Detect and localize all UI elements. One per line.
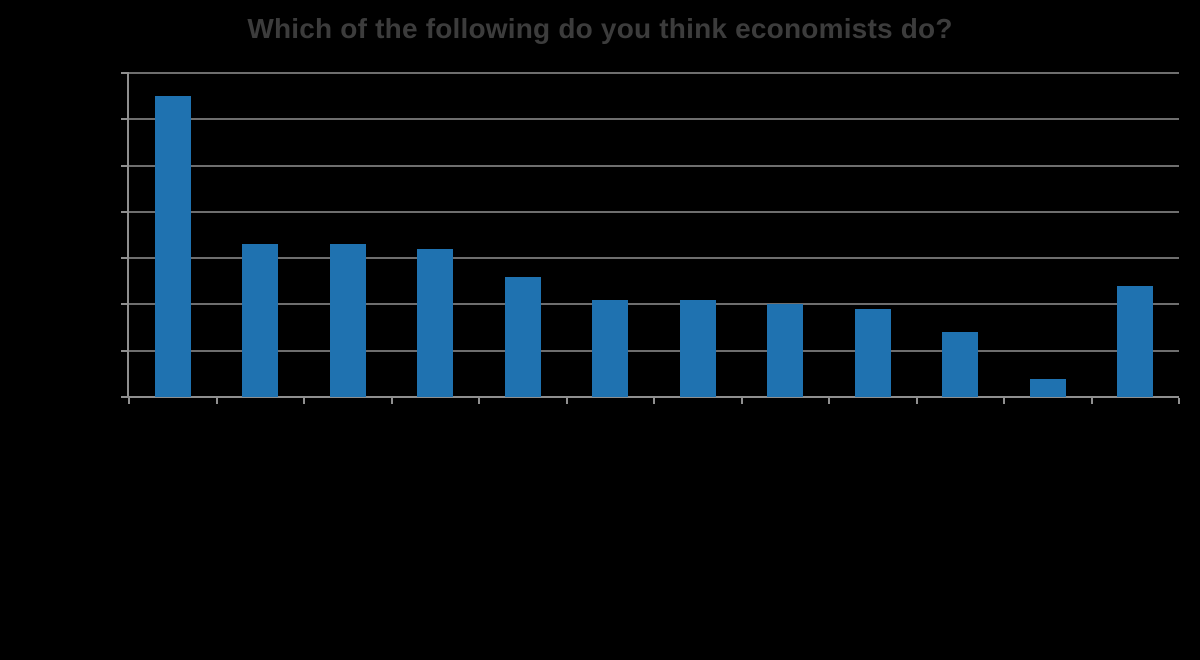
x-axis-tick <box>215 398 218 404</box>
x-axis-tick <box>390 398 393 404</box>
bar <box>417 248 454 397</box>
bar <box>242 244 279 397</box>
x-axis-tick <box>303 398 305 404</box>
x-axis-tick <box>915 398 918 404</box>
x-axis-tick <box>478 398 480 404</box>
x-axis-tick <box>1003 398 1005 404</box>
bar <box>329 244 366 397</box>
x-axis-tick <box>1178 398 1180 404</box>
bar <box>1029 378 1066 397</box>
gridline <box>129 164 1179 167</box>
bar <box>154 96 191 397</box>
bar <box>942 332 979 397</box>
y-axis-line <box>127 72 129 398</box>
y-axis-tick <box>121 303 128 306</box>
gridline <box>129 72 1179 74</box>
y-axis-tick <box>121 164 128 167</box>
chart-title: Which of the following do you think econ… <box>247 13 953 44</box>
x-axis-tick <box>128 398 130 404</box>
x-axis-tick <box>740 398 743 404</box>
x-axis-tick <box>653 398 655 404</box>
bar <box>767 304 804 397</box>
plot-area <box>121 72 1180 404</box>
y-axis-tick <box>121 210 128 213</box>
y-axis-tick <box>121 118 128 121</box>
x-axis-tick <box>1090 398 1093 404</box>
x-axis-tick <box>828 398 830 404</box>
y-axis-tick <box>121 396 128 398</box>
gridline <box>129 257 1179 260</box>
bar <box>504 276 541 397</box>
gridline <box>129 349 1179 352</box>
bar <box>1117 285 1154 397</box>
gridline <box>129 303 1179 306</box>
y-axis-tick <box>121 349 128 352</box>
y-axis-tick <box>121 257 128 260</box>
bar <box>679 299 716 397</box>
y-axis-tick <box>121 72 128 74</box>
gridline <box>129 210 1179 213</box>
x-axis-tick <box>565 398 568 404</box>
x-axis-line <box>127 396 1179 398</box>
bar <box>592 299 629 397</box>
bar <box>854 309 891 397</box>
gridline <box>129 118 1179 121</box>
